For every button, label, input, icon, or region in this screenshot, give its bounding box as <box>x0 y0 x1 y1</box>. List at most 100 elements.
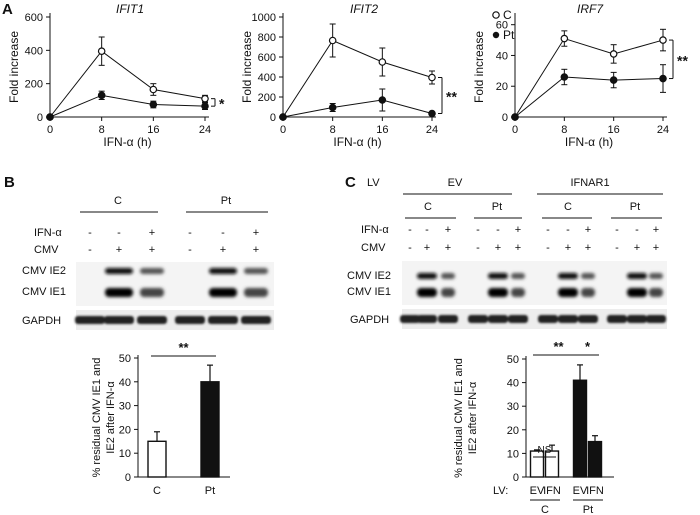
cmv-sign: + <box>565 242 571 254</box>
blot-b-treatment-signs: - - - + + + - - - + + + <box>88 227 259 256</box>
bar-chart-c: 0 10 20 30 40 50 % residual CMV IE1 and IE2 aft… <box>453 339 614 515</box>
band-ie1 <box>244 288 268 297</box>
cmv-sign: - <box>476 242 480 254</box>
band-gapdh <box>438 315 458 323</box>
cmv-sign: + <box>445 242 451 254</box>
cmv-sign: - <box>615 242 619 254</box>
data-point-pt <box>97 91 106 100</box>
y-tick-label: 0 <box>513 472 519 484</box>
legend-pt-marker <box>492 31 500 39</box>
bar <box>147 440 167 478</box>
ifn-sign: + <box>253 227 259 239</box>
chart-title: IRF7 <box>577 2 604 16</box>
y-tick-label: 1000 <box>252 12 276 24</box>
data-point-pt <box>328 103 337 112</box>
ifn-sign: - <box>615 224 619 236</box>
ifn-sign: - <box>425 224 429 236</box>
blot-c-group-c: C <box>424 201 432 213</box>
blot-b-group-c: C <box>114 195 122 207</box>
y-tick-label: 0 <box>125 472 131 484</box>
cmv-sign: + <box>495 242 501 254</box>
blot-b: C Pt IFN-α CMV - - - + + + - - - + + + CMV IE2 CMV … <box>22 195 274 330</box>
legend: C Pt <box>492 8 515 42</box>
blot-c-group-pt: Pt <box>630 201 640 213</box>
blot-c-ie2-label: CMV IE2 <box>347 270 391 282</box>
band-gapdh <box>417 315 437 323</box>
band-gapdh <box>646 315 666 323</box>
y-tick-label: 400 <box>25 45 43 57</box>
band-ie1 <box>511 288 525 297</box>
y-axis-label: % residual CMV IE1 and <box>91 358 103 478</box>
y-tick-label: 40 <box>496 50 508 62</box>
bar-chart-b: 0 10 20 30 40 50 % residual CMV IE1 and IE2 aft… <box>91 340 230 497</box>
cmv-sign: + <box>585 242 591 254</box>
cmv-sign: - <box>188 244 192 256</box>
y-tick-label: 60 <box>496 20 508 32</box>
band-ie1 <box>627 288 647 297</box>
blot-c-lv-label: LV <box>367 177 380 189</box>
data-point-pt <box>428 109 436 118</box>
data-point-pt <box>609 76 618 84</box>
x-tick-label: 16 <box>147 124 159 136</box>
ifn-sign: + <box>515 224 521 236</box>
cmv-sign: - <box>408 242 412 254</box>
y-axis-label: Fold increase <box>472 31 486 103</box>
blot-c-gapdh-bands <box>400 315 666 323</box>
blot-b-ie-bands <box>105 268 268 297</box>
ifn-sign: + <box>445 224 451 236</box>
y-tick-label: 20 <box>496 81 508 93</box>
blot-c-ie-bands <box>417 273 663 297</box>
blot-c-ie-membrane <box>402 261 667 305</box>
blot-c-treatment-signs: ---+++---+++---+++---+++ <box>408 224 659 254</box>
ifn-sign: - <box>635 224 639 236</box>
y-tick-label: 30 <box>119 401 131 413</box>
y-tick-label: 20 <box>507 425 519 437</box>
legend-c-label: C <box>503 8 512 22</box>
band-gapdh <box>104 316 134 324</box>
blot-b-ie-membrane <box>76 262 274 306</box>
y-tick-label: 30 <box>507 401 519 413</box>
panel-label-b: B <box>4 174 15 191</box>
series-line-c <box>49 50 206 118</box>
series-line-c <box>282 39 433 118</box>
line-chart-ifit2: IFIT2 0 200 400 600 800 1000 0 8 16 24 IFN-α (h) Fol… <box>240 2 457 149</box>
cmv-sign: + <box>220 244 226 256</box>
significance-label: * <box>219 95 225 111</box>
band-gapdh <box>137 316 167 324</box>
x-tick-label: 8 <box>561 124 567 136</box>
ifn-sign: - <box>476 224 480 236</box>
ifn-sign: - <box>566 224 570 236</box>
x-tick-label: 24 <box>426 124 438 136</box>
band-gapdh <box>468 315 488 323</box>
lv-label: LV: <box>493 485 508 497</box>
blot-c-group-c: C <box>564 201 572 213</box>
x-tick-label: 0 <box>280 124 286 136</box>
data-point-c <box>328 36 337 45</box>
blot-c-cmv-label: CMV <box>361 242 386 254</box>
chart-title: IFIT1 <box>116 2 144 16</box>
y-tick-label: 200 <box>25 79 43 91</box>
blot-b-cmv-label: CMV <box>34 244 59 256</box>
band-ie2 <box>581 273 595 279</box>
cmv-sign: + <box>653 242 659 254</box>
band-gapdh <box>578 315 598 323</box>
band-gapdh <box>75 316 105 324</box>
line-chart-ifit1: IFIT1 0 200 400 600 0 8 16 24 IFN-α (h) Fold incre… <box>7 2 225 149</box>
band-gapdh <box>208 316 238 324</box>
data-point-c <box>97 47 106 55</box>
band-ie2 <box>649 273 663 279</box>
cmv-sign: + <box>424 242 430 254</box>
data-point-c <box>659 36 667 44</box>
y-tick-label: 50 <box>119 353 131 365</box>
band-gapdh <box>488 315 508 323</box>
ifn-sign: - <box>546 224 550 236</box>
y-tick-label: 0 <box>502 112 508 124</box>
ifn-sign: + <box>149 227 155 239</box>
band-gapdh <box>558 315 578 323</box>
series-line-pt <box>49 94 206 118</box>
band-ie1 <box>105 288 133 297</box>
x-tick-label: IFN <box>543 485 561 497</box>
data-point-pt <box>279 113 287 121</box>
band-ie2 <box>627 273 647 279</box>
